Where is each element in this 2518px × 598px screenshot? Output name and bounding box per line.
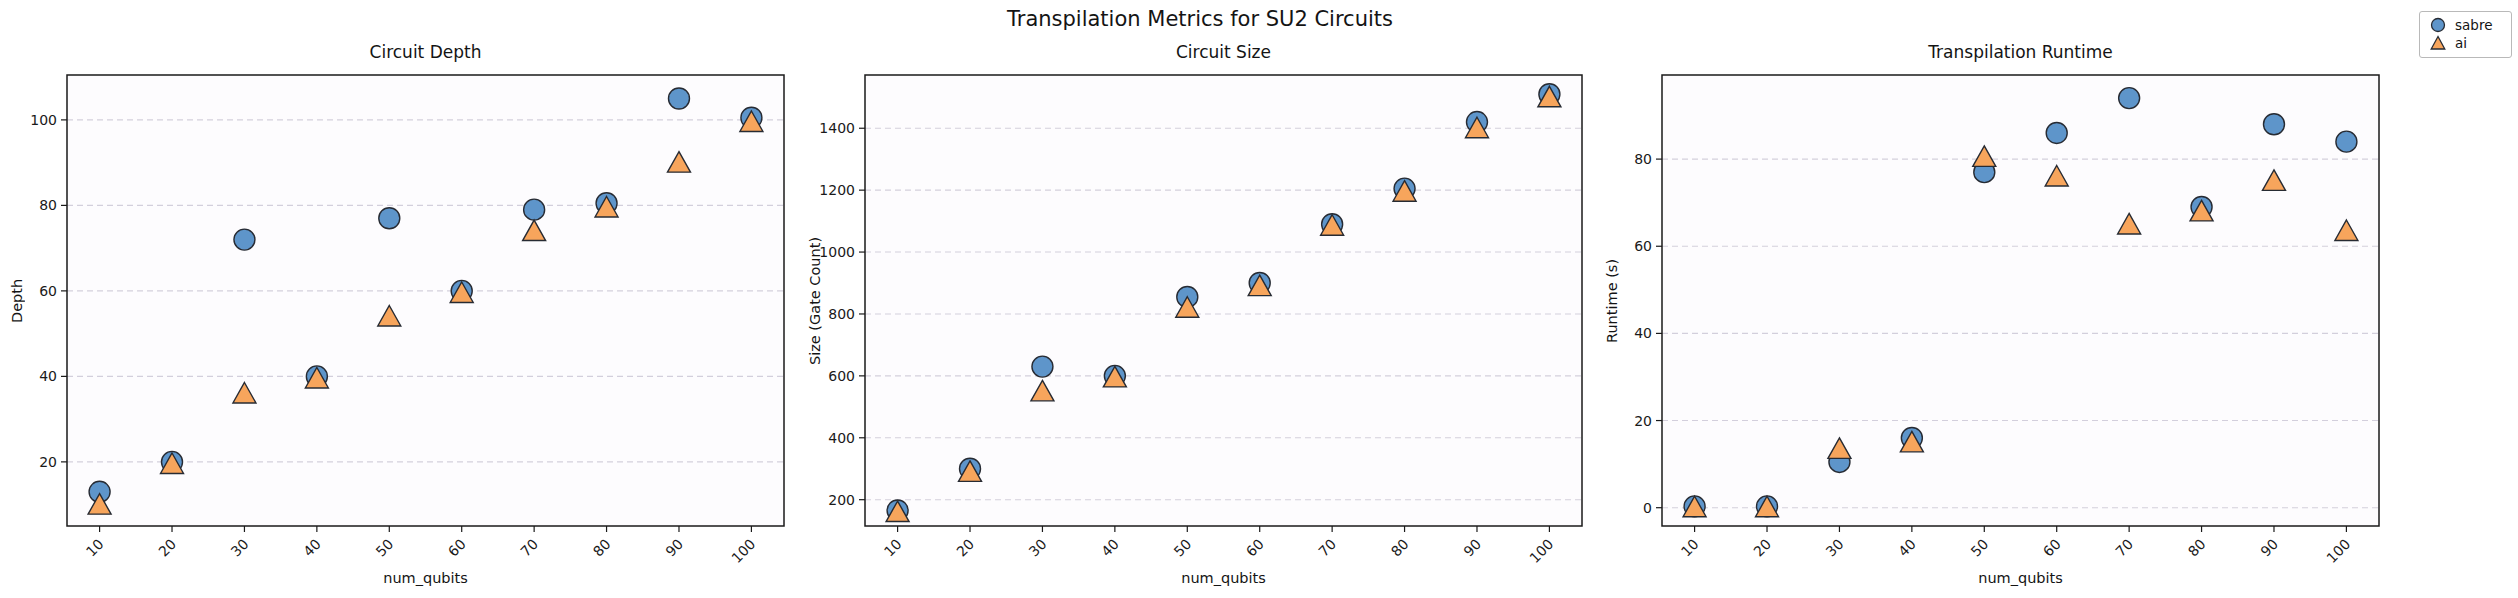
y-axis-label-size: Size (Gate Count) (807, 75, 823, 526)
x-tick-label: 40 (300, 536, 324, 560)
legend-item-sabre: sabre (2428, 17, 2503, 33)
scatter-point-sabre (2263, 114, 2284, 135)
x-tick-label: 30 (228, 536, 252, 560)
axes-transpilation-runtime: 020406080102030405060708090100 (1662, 75, 2379, 526)
x-tick-label: 30 (1823, 536, 1847, 560)
x-tick-label: 10 (1678, 536, 1702, 560)
y-tick-label: 60 (1634, 238, 1652, 254)
subplot-transpilation-runtime: Transpilation Runtime Runtime (s) 020406… (1662, 75, 2379, 526)
scatter-point-sabre (1032, 356, 1053, 377)
plot-title-transpilation-runtime: Transpilation Runtime (1662, 42, 2379, 62)
x-tick-label: 100 (2323, 536, 2353, 566)
x-tick-label: 40 (1098, 536, 1122, 560)
x-axis-label-num-qubits: num_qubits (865, 570, 1582, 586)
scatter-point-sabre (668, 88, 689, 109)
plot-title-circuit-size: Circuit Size (865, 42, 1582, 62)
x-tick-label: 90 (662, 536, 686, 560)
legend-label-ai: ai (2455, 35, 2467, 51)
x-tick-label: 30 (1026, 536, 1050, 560)
x-tick-label: 100 (728, 536, 758, 566)
legend: sabre ai (2419, 11, 2512, 58)
y-tick-label: 0 (1643, 500, 1652, 516)
x-tick-label: 90 (1460, 536, 1484, 560)
y-axis-label-runtime: Runtime (s) (1604, 75, 1620, 526)
y-tick-label: 40 (39, 368, 57, 384)
x-tick-label: 100 (1526, 536, 1556, 566)
x-tick-label: 70 (2112, 536, 2136, 560)
axes-circuit-depth: 20406080100102030405060708090100 (67, 75, 784, 526)
x-tick-label: 20 (155, 536, 179, 560)
scatter-point-sabre (2046, 122, 2067, 143)
x-tick-label: 20 (1750, 536, 1774, 560)
scatter-point-sabre (2119, 88, 2140, 109)
circle-marker-icon (2428, 17, 2448, 33)
subplot-circuit-depth: Circuit Depth Depth 20406080100102030405… (67, 75, 784, 526)
x-axis-label-num-qubits: num_qubits (1662, 570, 2379, 586)
y-tick-label: 20 (1634, 413, 1652, 429)
scatter-point-sabre (379, 208, 400, 229)
subplot-circuit-size: Circuit Size Size (Gate Count) 200400600… (865, 75, 1582, 526)
y-tick-label: 100 (30, 112, 57, 128)
x-tick-label: 60 (1243, 536, 1267, 560)
y-tick-label: 1000 (819, 244, 855, 260)
y-tick-label: 1200 (819, 182, 855, 198)
x-tick-label: 80 (2185, 536, 2209, 560)
y-tick-label: 1400 (819, 120, 855, 136)
x-tick-label: 80 (1388, 536, 1412, 560)
legend-label-sabre: sabre (2455, 17, 2492, 33)
x-tick-label: 10 (881, 536, 905, 560)
legend-item-ai: ai (2428, 35, 2503, 51)
y-axis-label-depth: Depth (9, 75, 25, 526)
x-tick-label: 70 (1315, 536, 1339, 560)
y-tick-label: 80 (39, 197, 57, 213)
axes-circuit-size: 2004006008001000120014001020304050607080… (865, 75, 1582, 526)
x-tick-label: 60 (445, 536, 469, 560)
triangle-marker-icon (2428, 35, 2448, 51)
y-tick-label: 800 (828, 306, 855, 322)
x-tick-label: 90 (2257, 536, 2281, 560)
x-tick-label: 50 (1170, 536, 1194, 560)
y-tick-label: 600 (828, 368, 855, 384)
y-tick-label: 80 (1634, 151, 1652, 167)
x-tick-label: 40 (1895, 536, 1919, 560)
y-tick-label: 20 (39, 454, 57, 470)
x-tick-label: 80 (590, 536, 614, 560)
x-axis-label-num-qubits: num_qubits (67, 570, 784, 586)
scatter-point-sabre (2336, 131, 2357, 152)
x-tick-label: 20 (953, 536, 977, 560)
x-tick-label: 50 (1967, 536, 1991, 560)
scatter-point-sabre (234, 229, 255, 250)
x-tick-label: 70 (517, 536, 541, 560)
y-tick-label: 200 (828, 492, 855, 508)
figure-title: Transpilation Metrics for SU2 Circuits (0, 7, 2400, 31)
y-tick-label: 400 (828, 430, 855, 446)
plot-title-circuit-depth: Circuit Depth (67, 42, 784, 62)
figure-transpilation-metrics: Transpilation Metrics for SU2 Circuits C… (0, 0, 2518, 598)
y-tick-label: 40 (1634, 325, 1652, 341)
scatter-point-sabre (524, 199, 545, 220)
plot-background (1662, 75, 2379, 526)
x-tick-label: 60 (2040, 536, 2064, 560)
x-tick-label: 10 (83, 536, 107, 560)
y-tick-label: 60 (39, 283, 57, 299)
x-tick-label: 50 (372, 536, 396, 560)
